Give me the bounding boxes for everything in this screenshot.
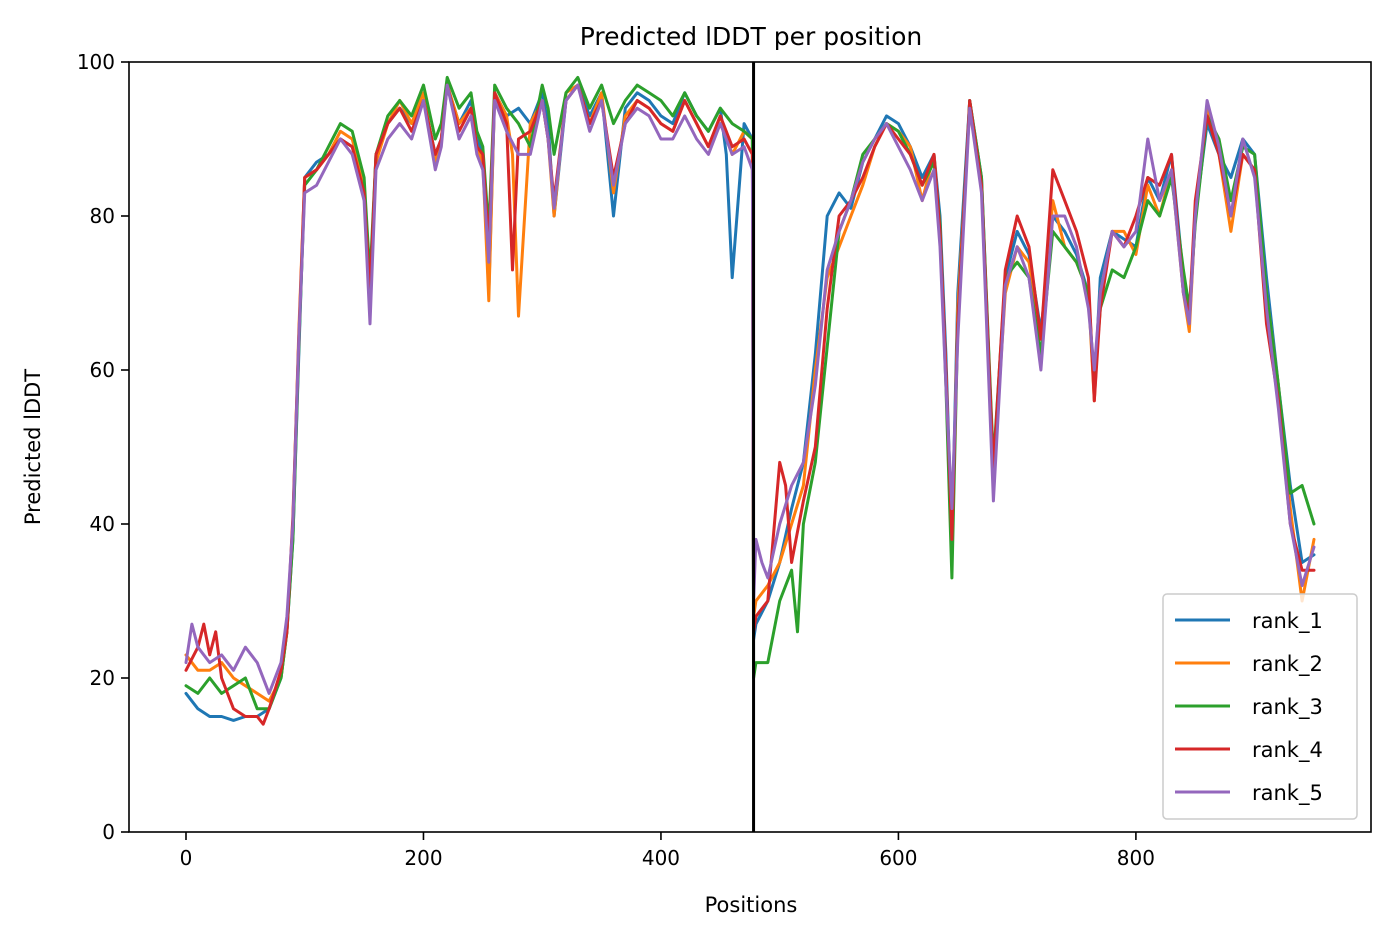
series-layer (184, 75, 1316, 726)
series-line-rank-5 (184, 83, 1316, 695)
y-tick-label: 20 (90, 666, 115, 690)
legend-box (1162, 593, 1358, 820)
legend-label-rank-4: rank_4 (1252, 738, 1323, 763)
x-tick-label: 800 (1117, 846, 1155, 870)
y-tick-label: 80 (90, 204, 115, 228)
x-axis-title: Positions (705, 893, 798, 917)
y-axis-title: Predicted lDDT (21, 369, 45, 525)
y-tick-label: 100 (77, 50, 115, 74)
x-axis: 0 200 400 600 800 (180, 832, 1155, 870)
legend: rank_1 rank_2 rank_3 rank_4 rank_5 (1162, 593, 1358, 820)
y-axis: 0 20 40 60 80 100 (77, 50, 129, 844)
legend-label-rank-2: rank_2 (1252, 652, 1323, 677)
chart-title: Predicted lDDT per position (580, 22, 922, 51)
plot-frame (128, 61, 1372, 833)
y-tick-label: 0 (102, 820, 115, 844)
legend-label-rank-5: rank_5 (1252, 781, 1323, 806)
x-tick-label: 400 (642, 846, 680, 870)
series-line-rank-4 (184, 83, 1316, 726)
x-tick-label: 0 (180, 846, 193, 870)
y-tick-label: 60 (90, 358, 115, 382)
x-tick-label: 200 (404, 846, 442, 870)
x-tick-label: 600 (879, 846, 917, 870)
legend-label-rank-1: rank_1 (1252, 609, 1323, 634)
legend-label-rank-3: rank_3 (1252, 695, 1323, 720)
y-tick-label: 40 (90, 512, 115, 536)
